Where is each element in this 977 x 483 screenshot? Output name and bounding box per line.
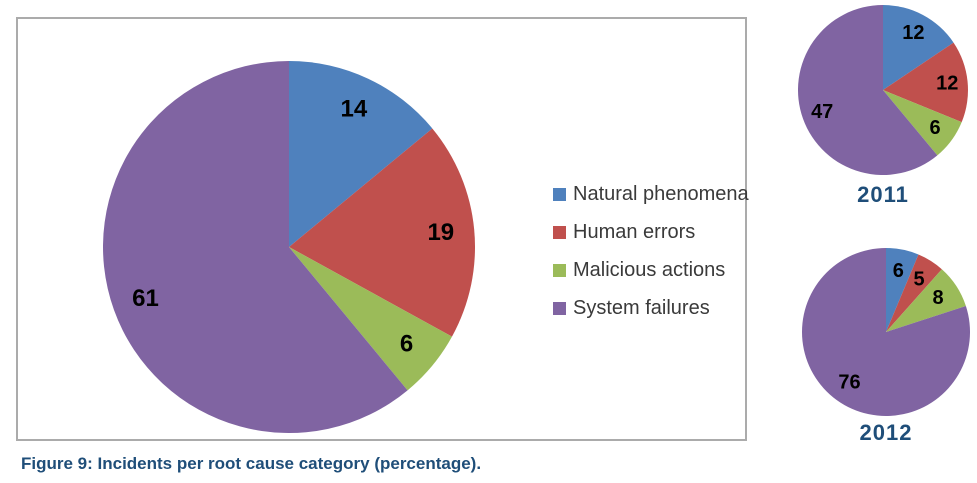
legend-item-label: Malicious actions	[573, 259, 726, 281]
pie-value-label-human-errors: 12	[936, 72, 958, 94]
legend-swatch-icon	[553, 301, 566, 315]
pie-slice-natural-phenomena	[883, 5, 954, 90]
legend-swatch-icon	[553, 187, 566, 201]
pie-value-label-system-failures: 61	[132, 285, 159, 312]
legend-item-label: Natural phenomena	[573, 183, 749, 205]
pie-title-2012: 2012	[859, 420, 913, 445]
legend-item-label: System failures	[573, 297, 710, 319]
pie-slice-system-failures	[798, 5, 938, 175]
legend-swatch-icon	[553, 263, 566, 277]
pie-value-label-malicious-actions: 8	[932, 287, 943, 309]
pie-title-2011: 2011	[857, 182, 909, 207]
legend-item-system-failures: System failures	[553, 297, 749, 319]
pie-value-label-malicious-actions: 6	[400, 331, 413, 358]
pie-slice-malicious-actions	[886, 269, 966, 332]
legend-item-label: Human errors	[573, 221, 696, 243]
pie-slice-human-errors	[886, 254, 942, 332]
pie-chart-2012: 6 58 76	[802, 248, 970, 416]
pie-value-label-natural-phenomena: 14	[341, 96, 368, 123]
chart-panel: 14 19 6 61 Natural phenomena Human errors Mal…	[16, 17, 749, 441]
legend: Natural phenomena Human errors Malicious a…	[553, 183, 749, 319]
pie-chart-2011: 12 12 6 47	[798, 5, 968, 175]
pie-slice-system-failures	[802, 248, 970, 416]
main-pie-chart: 14 19 6 61	[103, 61, 475, 433]
pie-slice-natural-phenomena	[289, 61, 433, 247]
pie-slice-natural-phenomena	[886, 248, 919, 332]
pie-value-label-malicious-actions: 6	[930, 117, 941, 139]
pie-value-label-system-failures: 76	[838, 371, 860, 393]
pie-value-label-system-failures: 47	[811, 101, 833, 123]
pie-slice-system-failures	[103, 61, 408, 433]
figure-caption: Figure 9: Incidents per root cause categ…	[21, 454, 482, 473]
legend-item-human-errors: Human errors	[553, 221, 749, 243]
pie-value-label-natural-phenomena: 12	[902, 22, 924, 44]
pie-slice-malicious-actions	[883, 90, 962, 156]
legend-swatch-icon	[553, 225, 566, 239]
pie-value-label-human-errors: 19	[427, 219, 454, 246]
pie-value-label-natural-phenomena: 6	[893, 260, 904, 282]
legend-item-malicious-actions: Malicious actions	[553, 259, 749, 281]
pie-slice-human-errors	[883, 42, 968, 123]
pie-slice-human-errors	[289, 128, 475, 337]
pie-value-label-human-errors: 5	[914, 268, 925, 290]
pie-slice-malicious-actions	[289, 247, 452, 391]
legend-item-natural-phenomena: Natural phenomena	[553, 183, 749, 205]
